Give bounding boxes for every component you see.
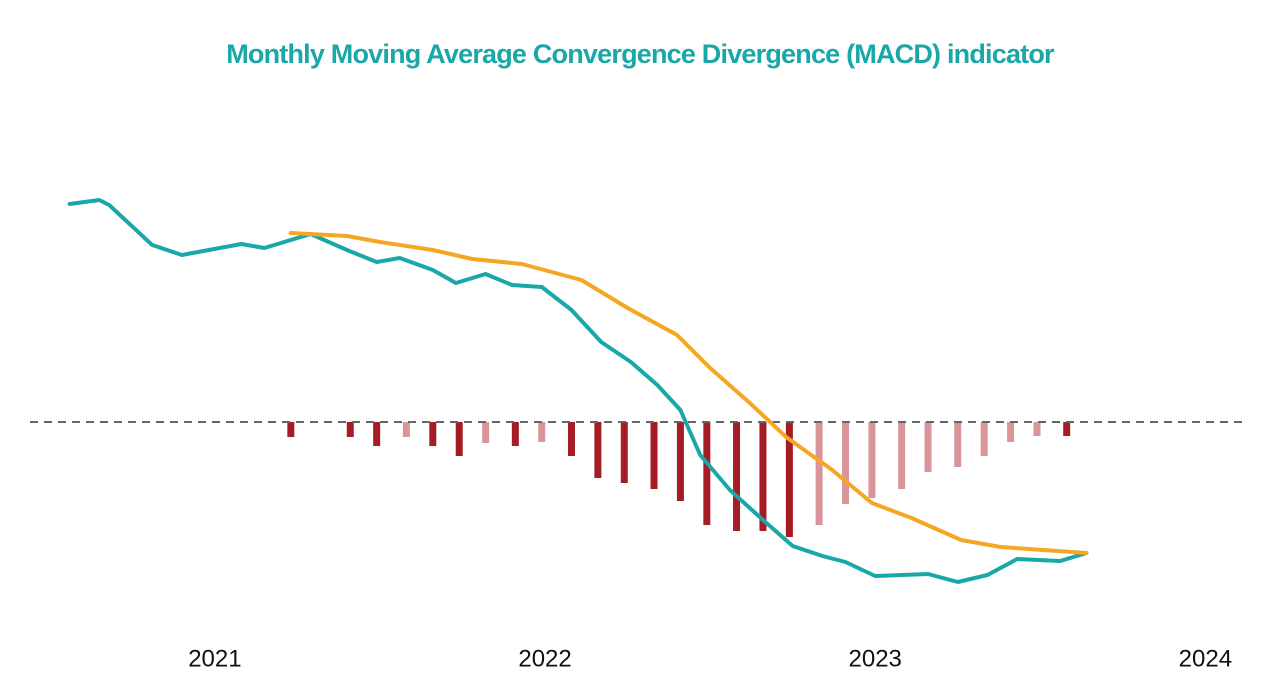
line-series <box>67 198 1089 584</box>
histogram <box>287 422 1071 537</box>
histogram-bar <box>429 422 437 446</box>
histogram-bar <box>815 422 823 525</box>
histogram-bar <box>924 422 932 472</box>
histogram-bar <box>594 422 602 478</box>
histogram-bar <box>511 422 519 446</box>
histogram-bar <box>346 422 354 437</box>
histogram-bar <box>538 422 546 442</box>
histogram-bar <box>785 422 793 537</box>
histogram-bar <box>482 422 490 443</box>
histogram-bar <box>868 422 876 498</box>
histogram-bar <box>1033 422 1041 436</box>
histogram-bar <box>373 422 381 446</box>
x-axis: 2021 2022 2023 2024 <box>188 645 1232 672</box>
histogram-bar <box>620 422 628 483</box>
histogram-bar <box>567 422 575 456</box>
histogram-bar <box>402 422 410 437</box>
histogram-bar <box>1007 422 1015 442</box>
histogram-bar <box>980 422 988 456</box>
histogram-bar <box>455 422 463 456</box>
histogram-bar <box>287 422 295 437</box>
histogram-bar <box>650 422 658 489</box>
x-tick-label: 2024 <box>1179 645 1232 672</box>
histogram-bar <box>733 422 741 531</box>
histogram-bar <box>898 422 906 489</box>
histogram-bar <box>759 422 767 531</box>
chart-title: Monthly Moving Average Convergence Diver… <box>226 39 1055 69</box>
histogram-bar <box>676 422 684 501</box>
x-tick-label: 2023 <box>849 645 902 672</box>
histogram-bar <box>954 422 962 467</box>
x-tick-label: 2021 <box>188 645 241 672</box>
lines <box>67 198 1089 584</box>
x-tick-label: 2022 <box>518 645 571 672</box>
histogram-bar <box>1063 422 1071 436</box>
line-series <box>288 231 1089 555</box>
histogram-bar <box>842 422 850 504</box>
histogram-bar <box>703 422 711 525</box>
